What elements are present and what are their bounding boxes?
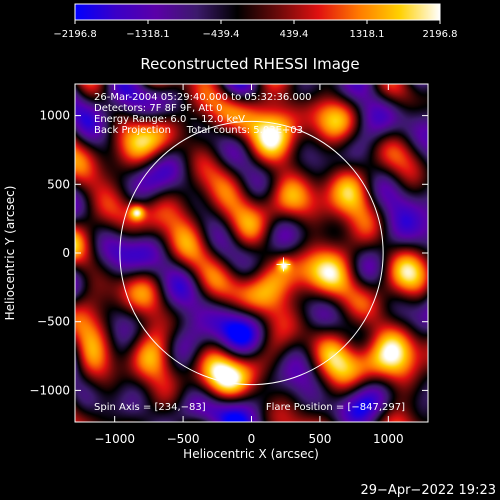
colorbar-tick-label: −439.4 — [202, 29, 239, 40]
x-tick-label: −1000 — [94, 432, 135, 446]
flare-position-label: Flare Position = [−847,297] — [266, 402, 405, 413]
x-axis-label: Heliocentric X (arcsec) — [183, 447, 319, 461]
info-method-counts: Back Projection Total counts: 5.03E+03 — [94, 125, 303, 136]
y-tick-label: 500 — [47, 177, 70, 191]
y-tick-label: 0 — [62, 246, 70, 260]
chart-title: Reconstructed RHESSI Image — [140, 55, 359, 73]
x-tick-label: 0 — [248, 432, 256, 446]
y-axis-label: Heliocentric Y (arcsec) — [3, 186, 17, 321]
info-detectors: Detectors: 7F 8F 9F, Att 0 — [94, 103, 222, 114]
colorbar-tick-label: −2196.8 — [53, 29, 96, 40]
spin-axis-cross-marker — [276, 257, 291, 272]
colorbar-tick-label: −1318.1 — [126, 29, 169, 40]
colorbar-tick-label: 2196.8 — [423, 29, 458, 40]
y-tick-label: 1000 — [39, 109, 70, 123]
colorbar-ticks: −2196.8 −1318.1 −439.4 439.4 1318.1 2196.8 — [53, 20, 458, 40]
solar-limb-circle — [119, 120, 384, 386]
x-tick-label: −500 — [167, 432, 200, 446]
y-axis-ticks: −1000 −500 0 500 1000 — [29, 109, 428, 397]
info-block: 26-Mar-2004 05:29:40.000 to 05:32:36.000… — [94, 92, 312, 136]
timestamp: 29−Apr−2022 19:23 — [361, 483, 497, 498]
heatmap-image — [75, 84, 428, 422]
x-tick-label: 1000 — [373, 432, 404, 446]
x-tick-label: 500 — [308, 432, 331, 446]
colorbar — [74, 3, 441, 21]
spin-axis-label: Spin Axis = [234,−83] — [94, 402, 206, 413]
colorbar-tick-label: 1318.1 — [350, 29, 385, 40]
info-time-range: 26-Mar-2004 05:29:40.000 to 05:32:36.000 — [94, 92, 312, 103]
x-axis-ticks: −1000 −500 0 500 1000 — [94, 84, 404, 446]
heatmap-canvas — [75, 84, 428, 422]
colorbar-tick-label: 439.4 — [280, 29, 309, 40]
info-energy-range: Energy Range: 6.0 − 12.0 keV — [94, 114, 245, 125]
y-tick-label: −500 — [37, 315, 70, 329]
y-tick-label: −1000 — [29, 383, 70, 397]
